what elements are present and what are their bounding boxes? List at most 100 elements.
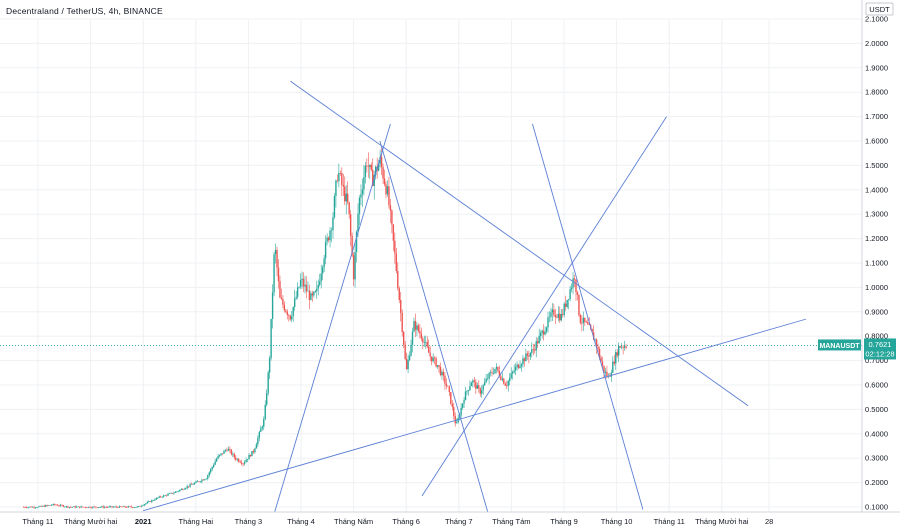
candle-body	[43, 505, 46, 507]
trendline	[290, 80, 749, 407]
candle-body	[367, 166, 370, 167]
candle-body	[33, 506, 35, 508]
candle-body	[520, 364, 523, 367]
candle-body	[612, 361, 614, 373]
candle-body	[62, 505, 65, 507]
candle-body	[391, 210, 393, 225]
candle-body	[435, 358, 437, 367]
candle-body	[569, 289, 571, 300]
candle-body	[151, 500, 153, 502]
candle-body	[190, 484, 193, 485]
candle-body	[457, 417, 459, 423]
candle-body	[581, 323, 583, 324]
candle-body	[288, 314, 290, 316]
candle-body	[473, 380, 476, 382]
candle-body	[105, 507, 107, 508]
candle-body	[355, 231, 358, 253]
candle-body	[45, 505, 47, 507]
candle-body	[410, 344, 412, 356]
y-tick-label: 0.2000	[865, 478, 888, 487]
candle-body	[408, 355, 411, 361]
candle-body	[394, 240, 396, 254]
candle-body	[528, 355, 530, 357]
x-tick-label: Tháng Mười hai	[695, 517, 749, 526]
candle-body	[242, 463, 244, 465]
candle-body	[573, 278, 576, 280]
candle-body	[215, 458, 218, 462]
candle-body	[285, 310, 287, 312]
symbol-label: MANAUSDT	[819, 343, 860, 350]
candle-body	[126, 507, 128, 508]
candle-body	[339, 172, 342, 174]
candle-body	[296, 287, 299, 297]
candle-body	[332, 217, 334, 231]
candle-body	[442, 371, 445, 376]
candle-body	[519, 366, 521, 368]
candle-body	[319, 281, 321, 285]
candle-body	[548, 316, 551, 318]
price-value: 0.7621	[869, 340, 892, 349]
candle-body	[385, 184, 387, 195]
x-tick-label: Tháng Hai	[178, 517, 213, 526]
price-box	[864, 338, 896, 360]
candle-body	[476, 385, 479, 389]
x-tick-label: Tháng 7	[445, 517, 473, 526]
candle-body	[133, 507, 135, 508]
candle-body	[329, 230, 331, 241]
candle-body	[64, 506, 66, 508]
candle-body	[111, 506, 113, 508]
candle-body	[609, 375, 611, 377]
candle-body	[255, 444, 258, 449]
candle-body	[514, 366, 517, 371]
grid	[0, 18, 862, 512]
candle-body	[74, 506, 76, 508]
candle-body	[83, 507, 85, 508]
candle-body	[59, 504, 62, 506]
candle-body	[472, 380, 474, 383]
candle-body	[416, 325, 418, 330]
candle-body	[56, 504, 59, 506]
candle-body	[260, 428, 262, 432]
y-tick-label: 1.6000	[865, 137, 888, 146]
candle-body	[291, 316, 293, 320]
candle-body	[513, 370, 515, 372]
candle-body	[460, 407, 462, 416]
candle-body	[36, 507, 38, 509]
candle-body	[623, 346, 626, 348]
candle-body	[314, 291, 317, 292]
candle-body	[201, 479, 203, 482]
candle-body	[254, 448, 256, 453]
candle-body	[48, 505, 50, 506]
candle-body	[154, 499, 156, 501]
candle-body	[551, 309, 554, 313]
candle-body	[564, 303, 567, 307]
x-tick-label: Tháng Tám	[492, 517, 530, 526]
candle-body	[99, 507, 101, 508]
y-tick-label: 1.0000	[865, 283, 888, 292]
candle-body	[264, 404, 266, 420]
candle-body	[591, 329, 593, 333]
candle-body	[252, 451, 255, 453]
candle-body	[417, 325, 420, 332]
candle-body	[93, 506, 96, 508]
candle-body	[537, 341, 539, 344]
candle-body	[37, 506, 40, 508]
candle-body	[137, 506, 140, 507]
candle-body	[341, 172, 343, 185]
candle-body	[557, 313, 560, 318]
y-tick-label: 0.7000	[865, 356, 888, 365]
trendline	[421, 116, 667, 497]
candle-body	[374, 166, 377, 176]
candles	[22, 147, 627, 509]
candle-body	[233, 453, 236, 458]
y-tick-label: 1.1000	[865, 259, 888, 268]
candle-body	[461, 403, 464, 408]
candle-body	[246, 459, 249, 460]
candle-body	[494, 368, 496, 374]
candle-body	[501, 378, 504, 380]
candle-body	[142, 505, 144, 506]
candle-body	[95, 506, 97, 508]
candle-body	[195, 481, 197, 483]
